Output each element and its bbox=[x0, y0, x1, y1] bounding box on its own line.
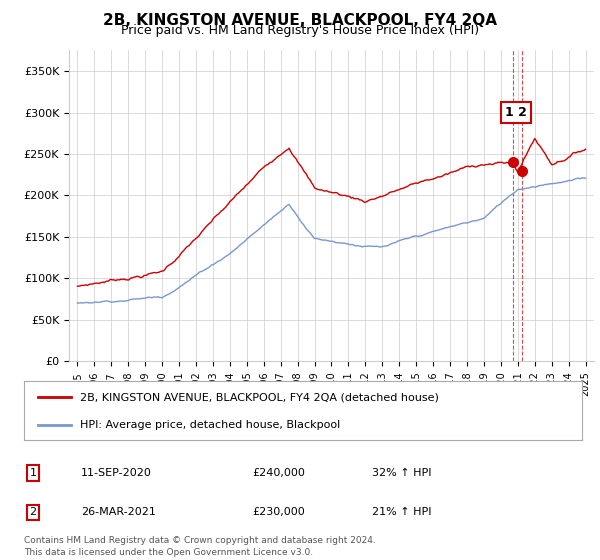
Text: £240,000: £240,000 bbox=[252, 468, 305, 478]
Text: Contains HM Land Registry data © Crown copyright and database right 2024.: Contains HM Land Registry data © Crown c… bbox=[24, 536, 376, 545]
Text: 2B, KINGSTON AVENUE, BLACKPOOL, FY4 2QA (detached house): 2B, KINGSTON AVENUE, BLACKPOOL, FY4 2QA … bbox=[80, 392, 439, 402]
Text: 32% ↑ HPI: 32% ↑ HPI bbox=[372, 468, 431, 478]
Text: 2B, KINGSTON AVENUE, BLACKPOOL, FY4 2QA: 2B, KINGSTON AVENUE, BLACKPOOL, FY4 2QA bbox=[103, 13, 497, 28]
Text: This data is licensed under the Open Government Licence v3.0.: This data is licensed under the Open Gov… bbox=[24, 548, 313, 557]
Text: £230,000: £230,000 bbox=[252, 507, 305, 517]
Text: 11-SEP-2020: 11-SEP-2020 bbox=[81, 468, 152, 478]
Text: 1 2: 1 2 bbox=[505, 106, 527, 119]
Text: 21% ↑ HPI: 21% ↑ HPI bbox=[372, 507, 431, 517]
Text: HPI: Average price, detached house, Blackpool: HPI: Average price, detached house, Blac… bbox=[80, 420, 340, 430]
Text: 1: 1 bbox=[29, 468, 37, 478]
Text: 26-MAR-2021: 26-MAR-2021 bbox=[81, 507, 156, 517]
Text: Price paid vs. HM Land Registry's House Price Index (HPI): Price paid vs. HM Land Registry's House … bbox=[121, 24, 479, 37]
Text: 2: 2 bbox=[29, 507, 37, 517]
